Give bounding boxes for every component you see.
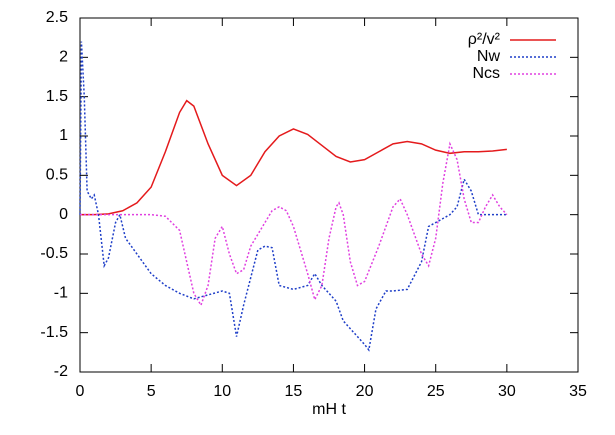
legend-label: ρ²/v² — [468, 31, 501, 48]
y-tick-label: 1 — [59, 127, 68, 144]
x-tick-label: 5 — [147, 383, 156, 400]
y-tick-label: -0.5 — [40, 245, 68, 262]
y-tick-label: 0 — [59, 206, 68, 223]
x-tick-label: 0 — [76, 383, 85, 400]
y-tick-label: -2 — [54, 363, 68, 380]
x-tick-label: 15 — [285, 383, 303, 400]
y-tick-label: 0.5 — [46, 167, 68, 184]
series-line — [80, 141, 508, 307]
y-tick-label: 2 — [59, 49, 68, 66]
legend-label: Nw — [477, 48, 501, 65]
y-tick-label: -1.5 — [40, 324, 68, 341]
x-tick-label: 30 — [498, 383, 516, 400]
legend-label: Ncs — [472, 65, 500, 82]
plot-frame — [79, 17, 579, 373]
x-tick-label: 35 — [569, 383, 587, 400]
x-tick-label: 25 — [427, 383, 445, 400]
y-tick-label: 1.5 — [46, 88, 68, 105]
x-tick-label: 20 — [356, 383, 374, 400]
series-line — [79, 41, 507, 352]
x-axis-label: mH t — [312, 401, 346, 418]
y-tick-label: -1 — [54, 285, 68, 302]
x-tick-label: 10 — [213, 383, 231, 400]
y-tick-label: 2.5 — [46, 9, 68, 26]
series-line — [80, 99, 507, 216]
